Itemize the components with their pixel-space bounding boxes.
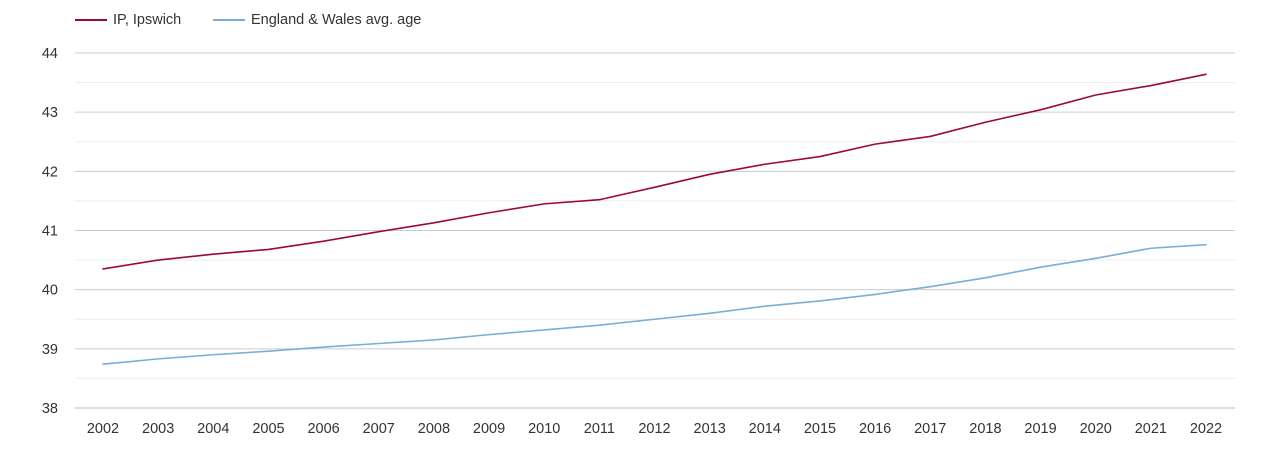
x-tick-label: 2007: [363, 421, 395, 437]
legend-label-ipswich: IP, Ipswich: [113, 12, 182, 28]
x-tick-label: 2003: [142, 421, 174, 437]
legend-swatch-ipswich: [75, 19, 107, 21]
y-tick-label: 43: [42, 105, 58, 121]
x-tick-label: 2020: [1080, 421, 1112, 437]
legend-item-ipswich[interactable]: IP, Ipswich: [75, 10, 181, 30]
series-line-england-wales: [102, 243, 1207, 366]
y-tick-label: 44: [42, 46, 58, 62]
x-tick-label: 2018: [969, 421, 1001, 437]
x-tick-label: 2002: [87, 421, 119, 437]
grid-lines: [75, 52, 1235, 409]
x-tick-label: 2008: [418, 421, 450, 437]
x-tick-label: 2021: [1135, 421, 1167, 437]
legend-swatch-england-wales: [213, 19, 245, 21]
y-tick-label: 38: [42, 401, 58, 417]
x-tick-label: 2013: [694, 421, 726, 437]
legend-item-england-wales[interactable]: England & Wales avg. age: [213, 10, 421, 30]
legend: IP, Ipswich England & Wales avg. age: [0, 0, 1270, 36]
series-line-ipswich: [102, 73, 1207, 270]
x-tick-label: 2017: [914, 421, 946, 437]
x-tick-label: 2019: [1024, 421, 1056, 437]
x-tick-label: 2016: [859, 421, 891, 437]
x-tick-label: 2010: [528, 421, 560, 437]
y-tick-label: 39: [42, 342, 58, 358]
x-tick-label: 2009: [473, 421, 505, 437]
x-tick-label: 2004: [197, 421, 229, 437]
series-lines: [102, 73, 1207, 366]
x-tick-label: 2006: [307, 421, 339, 437]
x-tick-label: 2012: [638, 421, 670, 437]
y-tick-label: 42: [42, 164, 58, 180]
x-tick-label: 2015: [804, 421, 836, 437]
legend-label-england-wales: England & Wales avg. age: [251, 12, 422, 28]
x-tick-label: 2014: [749, 421, 781, 437]
y-tick-label: 41: [42, 224, 58, 240]
tick-labels: 38 39 40 41 42 43 44 2002 2003 2004 2005 2006 2007 20…: [42, 46, 1222, 437]
x-tick-label: 2005: [252, 421, 284, 437]
x-tick-label: 2011: [584, 421, 615, 437]
y-tick-label: 40: [42, 283, 58, 299]
x-tick-label: 2022: [1190, 421, 1222, 437]
